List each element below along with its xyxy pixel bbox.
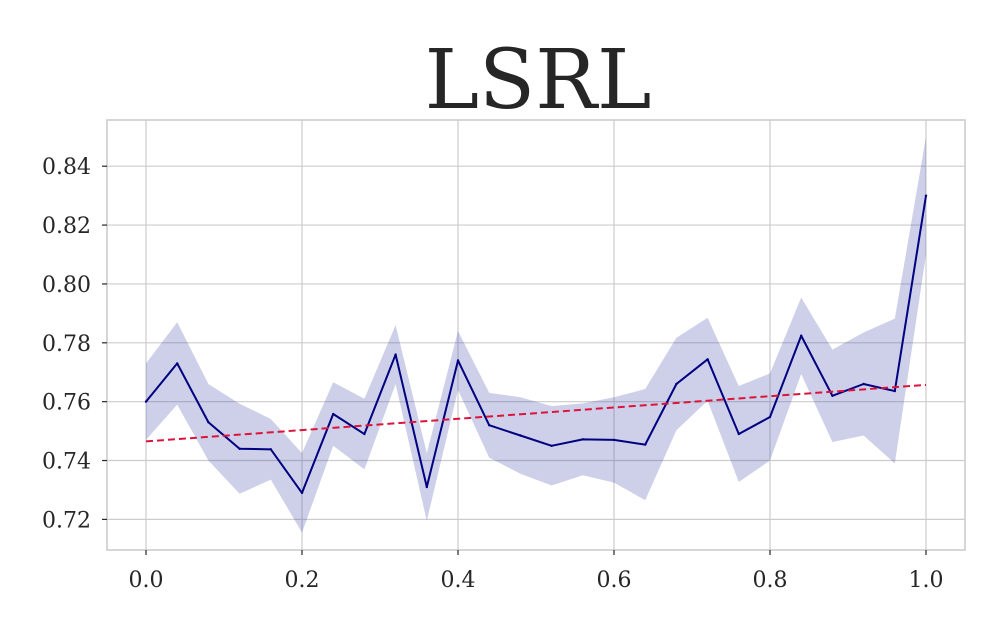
x-tick-label-3: 0.6 — [597, 568, 632, 593]
y-tick-label-3: 0.78 — [42, 332, 91, 357]
series-point-22 — [831, 394, 834, 397]
x-tick-label-2: 0.4 — [441, 568, 476, 593]
series-point-12 — [519, 434, 522, 437]
mean-series-line — [145, 195, 927, 494]
y-tick-labels: 0.72 0.74 0.76 0.78 0.80 0.82 0.84 — [42, 155, 107, 533]
series-point-5 — [300, 491, 304, 495]
series-point-20 — [768, 415, 772, 419]
x-tick-label-0: 0.0 — [129, 568, 164, 593]
series-point-13 — [550, 444, 553, 448]
y-tick-label-5: 0.82 — [42, 214, 91, 239]
series-point-25 — [924, 194, 928, 197]
series-point-14 — [581, 438, 584, 441]
series-point-18 — [706, 358, 709, 361]
confidence-band — [146, 136, 926, 533]
series-point-17 — [675, 382, 678, 386]
x-tick-label-4: 0.8 — [753, 568, 788, 593]
x-tick-labels: 0.0 0.2 0.4 0.6 0.8 1.0 — [129, 550, 944, 593]
series-point-7 — [363, 432, 366, 436]
series-point-23 — [862, 382, 865, 386]
series-point-8 — [394, 353, 397, 356]
series-point-15 — [612, 438, 616, 442]
y-tick-label-2: 0.76 — [42, 391, 91, 416]
x-tick-label-1: 0.2 — [285, 568, 320, 593]
series-point-6 — [332, 412, 335, 416]
series-point-9 — [425, 485, 428, 489]
x-tick-label-5: 1.0 — [909, 568, 944, 593]
series-point-11 — [488, 424, 491, 427]
series-point-4 — [269, 448, 272, 451]
series-point-21 — [800, 334, 803, 337]
series-point-19 — [737, 432, 740, 436]
series-line-layer — [144, 194, 928, 495]
y-tick-label-6: 0.84 — [42, 155, 91, 180]
confidence-band-layer — [146, 136, 926, 533]
series-point-10 — [456, 359, 460, 362]
series-point-2 — [207, 421, 210, 424]
trend-line — [145, 383, 927, 443]
series-point-0 — [144, 400, 148, 403]
series-point-3 — [238, 447, 241, 450]
grid — [107, 120, 965, 550]
series-point-24 — [893, 389, 896, 393]
trend-line-layer — [145, 383, 927, 443]
y-tick-label-1: 0.74 — [42, 450, 91, 475]
series-point-16 — [644, 443, 647, 446]
y-tick-label-0: 0.72 — [42, 508, 91, 533]
y-tick-label-4: 0.80 — [42, 273, 91, 298]
plot-frame — [106, 119, 966, 551]
series-point-1 — [176, 362, 179, 365]
chart-title: LSRL — [425, 33, 652, 128]
